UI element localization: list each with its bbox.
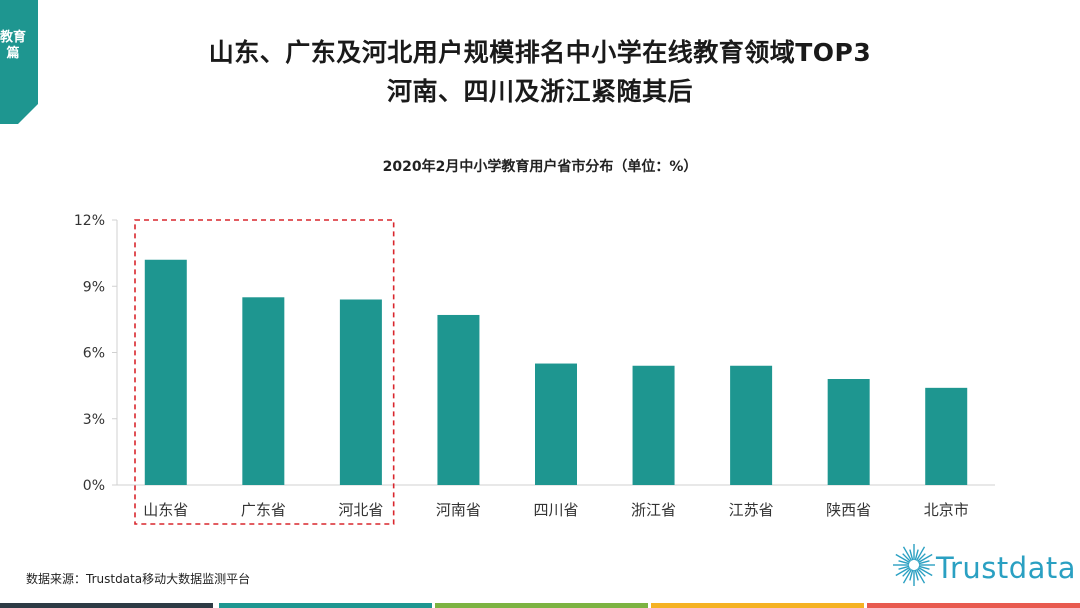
- logo-ray: [918, 560, 930, 565]
- logo-ray: [898, 565, 910, 570]
- logo-ray: [902, 568, 913, 584]
- logo-ray: [915, 568, 926, 584]
- data-source-note: 数据来源：Trustdata移动大数据监测平台: [26, 572, 251, 586]
- bar: [925, 387, 968, 485]
- bar: [730, 365, 773, 485]
- x-tick-label: 江苏省: [729, 501, 774, 519]
- x-tick-label: 河南省: [436, 501, 481, 519]
- bar: [144, 259, 187, 485]
- logo-ray: [902, 546, 913, 562]
- chart-title: 2020年2月中小学教育用户省市分布（单位：%）: [382, 159, 698, 175]
- logo-text: Trustdata: [936, 551, 1077, 585]
- logo-ray: [917, 553, 926, 562]
- page-title-line2: 河南、四川及浙江紧随其后: [386, 77, 693, 106]
- section-tab-label: 教育篇: [0, 30, 27, 61]
- bar: [632, 365, 675, 485]
- x-tick-label: 陕西省: [826, 501, 871, 519]
- y-tick-label: 0%: [83, 478, 105, 494]
- logo-ray: [914, 569, 919, 581]
- bar: [242, 297, 285, 485]
- x-tick-label: 浙江省: [631, 501, 676, 519]
- logo-ray: [917, 553, 933, 564]
- y-tick-label: 12%: [74, 213, 105, 229]
- bar: [827, 379, 870, 485]
- logo-ray: [917, 568, 926, 577]
- trustdata-logo: Trustdata: [892, 537, 1076, 593]
- footer-color-segment: [219, 603, 432, 608]
- section-tab: 教育篇: [0, 0, 38, 124]
- logo-ray: [909, 549, 914, 561]
- logo-burst-icon: [893, 544, 935, 586]
- footer-color-segment: [867, 603, 1080, 608]
- y-tick-label: 3%: [83, 412, 105, 428]
- y-tick-label: 9%: [83, 279, 105, 295]
- x-tick-label: 河北省: [338, 501, 383, 519]
- x-tick-label: 四川省: [533, 501, 578, 519]
- x-tick-label: 北京市: [924, 501, 969, 519]
- logo-ray: [902, 568, 911, 577]
- logo-ray: [918, 565, 930, 570]
- logo-ray: [909, 569, 914, 581]
- section-tab-shape: [0, 0, 38, 124]
- logo-ray: [915, 546, 926, 562]
- highlight-dashed-box: [134, 219, 395, 525]
- page-title-line1: 山东、广东及河北用户规模排名中小学在线教育领域TOP3: [208, 38, 872, 67]
- bar: [535, 363, 577, 485]
- logo-ray: [895, 553, 911, 564]
- footer-color-segment: [651, 603, 864, 608]
- logo-ray: [895, 566, 911, 577]
- x-tick-label: 广东省: [241, 501, 286, 519]
- logo-ray: [914, 549, 919, 561]
- logo-ray: [898, 560, 910, 565]
- footer-color-segment: [0, 603, 213, 608]
- footer-color-segment: [435, 603, 648, 608]
- x-tick-label: 山东省: [143, 501, 188, 519]
- logo-ray: [917, 566, 933, 577]
- bar-chart: 0% 3% 6% 9% 12% 山东省 广东省 河北省 河南省 四川省 浙江省 江苏省 陕西省 北京市: [74, 213, 995, 525]
- bar: [339, 299, 382, 485]
- bar: [437, 314, 480, 485]
- y-tick-label: 6%: [83, 346, 105, 362]
- logo-ray: [902, 553, 911, 562]
